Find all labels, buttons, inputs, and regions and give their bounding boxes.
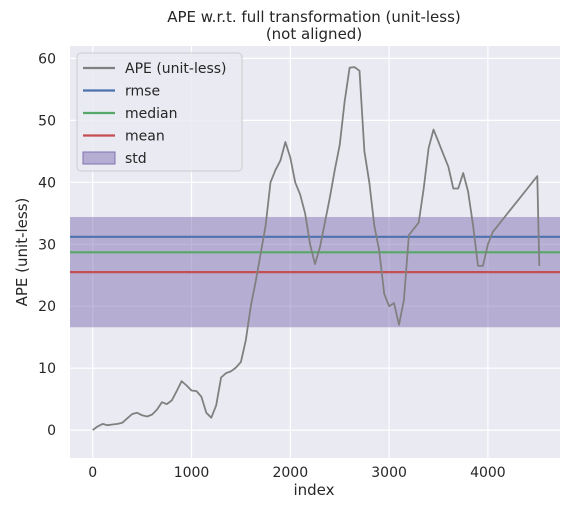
statistics-overlays [70,216,560,328]
y-tick-label-2: 20 [38,299,56,315]
legend-label-median: median [125,106,177,122]
y-tick-label-4: 40 [38,175,56,191]
x-tick-label-4: 4000 [470,465,506,481]
y-tick-label-1: 10 [38,361,56,377]
data-series [92,66,541,431]
y-axis-ticks: 0 10 20 30 40 50 60 [38,51,56,439]
y-tick-label-0: 0 [47,423,56,439]
legend-swatch-std [82,151,116,165]
legend-label-rmse: rmse [125,84,160,100]
legend-label-std: std [125,151,147,167]
y-tick-label-3: 30 [38,237,56,253]
x-axis-ticks: 0 1000 2000 3000 4000 [88,465,505,481]
x-tick-label-1: 1000 [174,465,210,481]
legend-frame [76,52,243,172]
chart-title: APE w.r.t. full transformation (unit-les… [167,8,461,43]
chart-title-line-1: APE w.r.t. full transformation (unit-les… [167,8,461,26]
x-tick-label-2: 2000 [272,465,308,481]
y-axis-label: APE (unit-less) [13,198,31,307]
legend-label-mean: mean [125,129,165,145]
y-tick-label-5: 50 [38,113,56,129]
chart-title-line-2: (not aligned) [266,25,362,43]
y-tick-label-6: 60 [38,51,56,67]
x-axis-label: index [293,481,334,499]
ape-line [92,66,541,431]
legend: APE (unit-less) rmse median mean std [76,52,243,172]
legend-label-ape: APE (unit-less) [125,61,227,77]
x-tick-label-3: 3000 [371,465,407,481]
x-tick-label-0: 0 [88,465,97,481]
